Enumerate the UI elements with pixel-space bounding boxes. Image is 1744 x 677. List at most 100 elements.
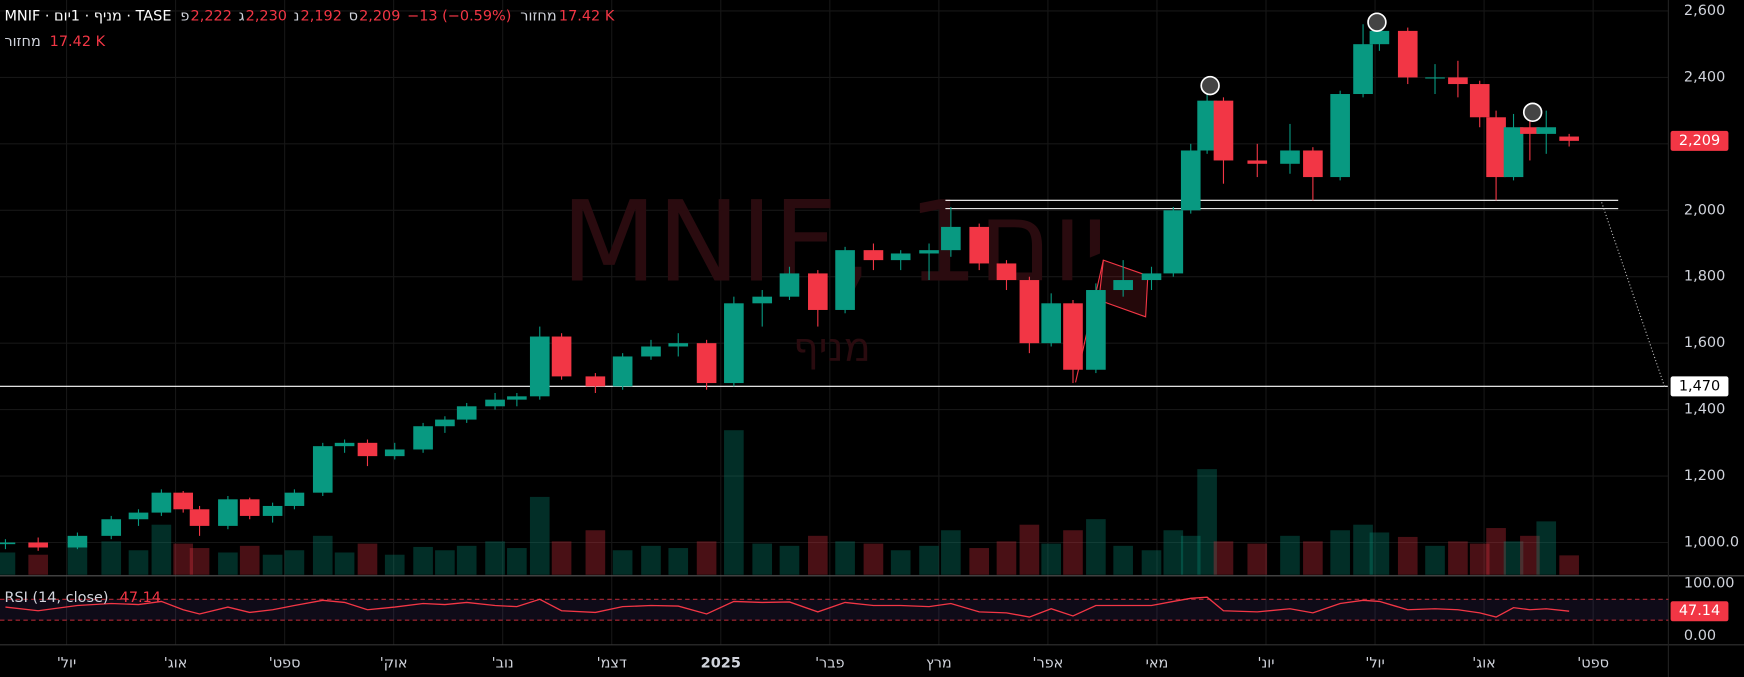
peak-marker bbox=[1367, 12, 1387, 32]
candle-body bbox=[1141, 273, 1162, 281]
volume-bar bbox=[1041, 543, 1061, 575]
candle-body bbox=[1503, 127, 1524, 178]
candle-body bbox=[357, 442, 378, 457]
candle-body bbox=[1425, 77, 1445, 79]
candle-body bbox=[0, 542, 16, 545]
volume-bar bbox=[835, 541, 855, 575]
candle-body bbox=[1369, 30, 1390, 45]
candle-body bbox=[641, 346, 661, 357]
candle-body bbox=[1163, 210, 1184, 274]
candle-body bbox=[28, 542, 48, 548]
volume-bar bbox=[1448, 541, 1468, 575]
candle-body bbox=[551, 336, 572, 377]
volume-bar bbox=[1559, 555, 1579, 575]
volume-bar bbox=[529, 496, 550, 575]
volume-bar bbox=[151, 524, 172, 575]
candle-body bbox=[724, 303, 744, 384]
volume-bar bbox=[28, 554, 48, 575]
header-title: MNIF · מניף · 1יום · TASE bbox=[4, 9, 171, 25]
x-tick-label: אוג' bbox=[1472, 656, 1496, 672]
candle-body bbox=[1247, 160, 1268, 164]
price-line-tag bbox=[1670, 376, 1729, 397]
ohlc-value: 2,230 bbox=[246, 9, 287, 25]
candle-body bbox=[1303, 150, 1323, 178]
watermark-sub: מניף bbox=[793, 325, 871, 371]
candle-body bbox=[779, 273, 800, 297]
volume-legend-name: מחזור bbox=[4, 34, 40, 50]
volume-bar bbox=[1520, 535, 1540, 575]
volume-bar bbox=[1536, 521, 1557, 575]
candle-body bbox=[218, 499, 238, 526]
peak-marker bbox=[1522, 102, 1543, 123]
candle-body bbox=[1041, 303, 1061, 344]
volume-bar bbox=[1180, 535, 1201, 575]
candle-body bbox=[1180, 150, 1201, 211]
x-tick-label: ספט' bbox=[269, 656, 301, 672]
candle-body bbox=[189, 509, 210, 526]
candle-body bbox=[1397, 30, 1418, 78]
volume-bar bbox=[456, 545, 477, 575]
candle-body bbox=[529, 336, 550, 397]
volume-bar bbox=[1353, 524, 1373, 575]
candle-body bbox=[1469, 84, 1490, 118]
candle-body bbox=[262, 505, 283, 516]
candle-body bbox=[808, 273, 828, 310]
volume-bar bbox=[0, 552, 16, 575]
ohlc-value: 2,222 bbox=[191, 9, 232, 25]
volume-bar bbox=[1086, 519, 1106, 575]
volume-bar bbox=[641, 545, 661, 575]
peak-marker bbox=[1200, 75, 1220, 96]
volume-bar bbox=[1397, 536, 1418, 575]
volume-bar bbox=[585, 530, 606, 575]
x-tick-label: מרץ bbox=[926, 656, 952, 672]
y-tick-label: 2,600 bbox=[1684, 3, 1725, 19]
trend-dotted bbox=[1601, 202, 1666, 389]
x-tick-label: 2025 bbox=[701, 656, 741, 672]
y-tick-label: 1,600 bbox=[1684, 335, 1725, 351]
rsi-name: RSI (14, close) bbox=[4, 590, 108, 606]
candle-body bbox=[996, 263, 1017, 281]
volume-bar bbox=[312, 535, 333, 575]
candle-body bbox=[456, 406, 477, 420]
volume-bar bbox=[752, 543, 773, 575]
volume-bar bbox=[1163, 530, 1184, 575]
volume-bar bbox=[996, 541, 1017, 575]
volume-bar bbox=[239, 545, 260, 575]
volume-bar bbox=[808, 535, 828, 575]
header-volume-name: מחזור bbox=[520, 9, 556, 25]
candle-body bbox=[585, 376, 606, 387]
candle-body bbox=[1486, 117, 1506, 178]
candle-body bbox=[1086, 290, 1106, 370]
candle-body bbox=[969, 226, 990, 264]
candle-body bbox=[334, 442, 355, 447]
volume-bar bbox=[551, 541, 572, 575]
price-line-label: 1,470 bbox=[1679, 378, 1720, 394]
ohlc-name: נ bbox=[294, 9, 300, 25]
candle-body bbox=[435, 419, 455, 427]
volume-bar bbox=[969, 548, 990, 575]
volume-legend-value: 17.42 K bbox=[50, 34, 106, 50]
candle-body bbox=[507, 396, 527, 400]
volume-bar bbox=[128, 550, 149, 575]
candle-body bbox=[1448, 77, 1468, 85]
y-tick-label: 1,800 bbox=[1684, 269, 1725, 285]
volume-bar bbox=[485, 541, 505, 575]
volume-bar bbox=[724, 430, 744, 575]
candle-body bbox=[863, 250, 884, 261]
volume-bar bbox=[284, 550, 305, 575]
last-price-label: 2,209 bbox=[1679, 133, 1720, 149]
rsi-legend-value: 47.14 bbox=[120, 590, 161, 606]
candle-body bbox=[890, 253, 911, 261]
x-tick-label: מאי bbox=[1146, 656, 1169, 672]
candle-body bbox=[1353, 44, 1373, 95]
ohlc-name: ג bbox=[239, 9, 245, 25]
volume-bar bbox=[384, 554, 405, 575]
rsi-line bbox=[5, 596, 1570, 618]
header-volume-value: 17.42 K bbox=[559, 9, 615, 25]
candle-body bbox=[101, 519, 122, 536]
volume-bar bbox=[779, 545, 800, 575]
volume-bar bbox=[612, 550, 633, 575]
volume-bar bbox=[1247, 543, 1268, 575]
y-tick-label: 1,400 bbox=[1684, 402, 1725, 418]
